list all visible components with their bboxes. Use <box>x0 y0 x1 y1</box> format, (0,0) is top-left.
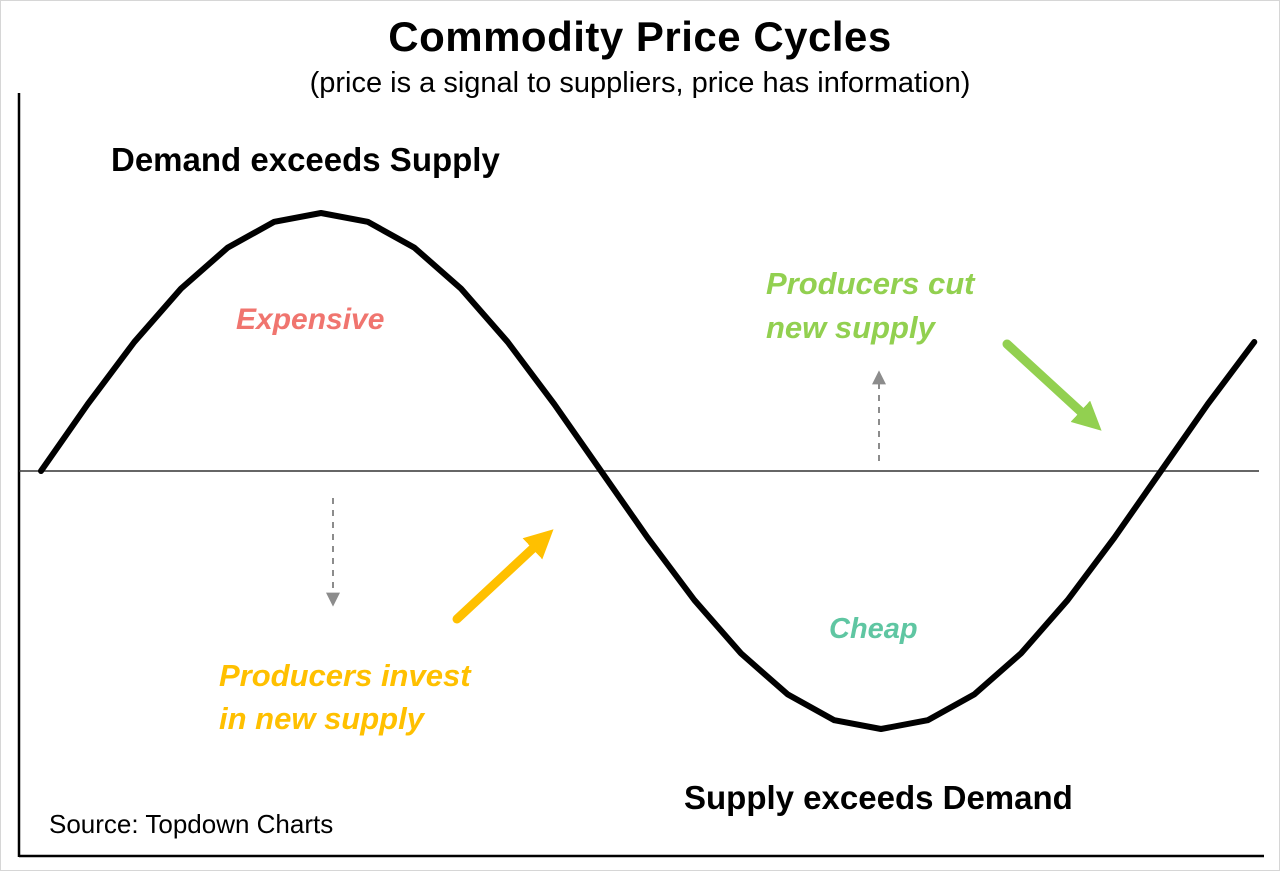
source-credit: Source: Topdown Charts <box>49 809 334 839</box>
chart-title: Commodity Price Cycles <box>388 13 892 60</box>
price-cycle-curve <box>38 210 1258 732</box>
invest-arrow-icon <box>452 529 554 624</box>
label-producers-cut: Producers cut new supply <box>766 262 974 350</box>
label-expensive: Expensive <box>236 303 385 336</box>
label-supply-exceeds-demand: Supply exceeds Demand <box>684 779 1073 816</box>
label-producers-invest-line1: Producers invest <box>219 658 471 693</box>
label-producers-cut-line2: new supply <box>766 310 935 346</box>
label-producers-invest: Producers invest in new supply <box>219 654 471 741</box>
cut-supply-arrow-icon <box>1002 339 1102 431</box>
label-producers-cut-line1: Producers cut <box>766 266 975 301</box>
label-producers-invest-line2: in new supply <box>219 701 424 737</box>
label-demand-exceeds-supply: Demand exceeds Supply <box>111 141 500 178</box>
label-cheap: Cheap <box>829 613 918 645</box>
chart-subtitle: (price is a signal to suppliers, price h… <box>309 67 971 99</box>
